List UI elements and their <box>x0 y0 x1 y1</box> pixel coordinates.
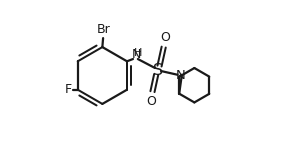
Text: S: S <box>153 63 163 78</box>
Text: F: F <box>64 83 71 96</box>
Text: N: N <box>132 48 141 61</box>
Text: H: H <box>134 48 142 58</box>
Text: Br: Br <box>96 22 110 35</box>
Text: O: O <box>160 31 170 44</box>
Text: N: N <box>175 69 185 82</box>
Text: O: O <box>146 95 156 108</box>
